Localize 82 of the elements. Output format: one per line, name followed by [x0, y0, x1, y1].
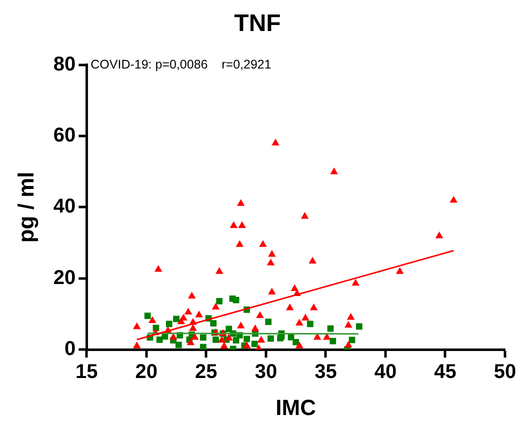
point [220, 342, 228, 349]
point [450, 196, 458, 203]
point [238, 221, 246, 228]
point [300, 212, 309, 219]
point [435, 232, 444, 238]
point [256, 311, 264, 318]
point [268, 288, 276, 295]
point [195, 310, 203, 318]
point [330, 338, 336, 344]
y-tick-label: 80 [53, 53, 76, 76]
point [132, 342, 141, 348]
annotation: COVID-19: p=0,0086 r=0,2921 [90, 58, 272, 72]
point [236, 240, 244, 247]
point [215, 267, 224, 274]
point [292, 338, 300, 346]
x-axis-title: IMC [276, 394, 316, 420]
point [290, 284, 299, 291]
point [327, 325, 334, 332]
point [156, 336, 163, 343]
point [132, 322, 141, 330]
point [210, 320, 217, 326]
point [272, 138, 280, 146]
x-tick-label: 20 [135, 361, 158, 384]
point [218, 336, 226, 343]
x-tick-label: 40 [374, 361, 397, 384]
point [189, 324, 197, 331]
y-tick-label: 40 [53, 196, 76, 218]
point [344, 340, 352, 348]
point [296, 342, 304, 348]
point [251, 340, 258, 348]
point [200, 344, 206, 350]
point [188, 292, 196, 298]
x-tick-label: 30 [254, 361, 278, 384]
point [308, 256, 316, 264]
point [177, 317, 185, 324]
y-axis-title: pg / ml [13, 172, 38, 243]
point [352, 278, 360, 286]
point [184, 308, 192, 314]
point [330, 167, 338, 174]
point [186, 338, 195, 346]
point [154, 265, 162, 272]
point [268, 335, 274, 342]
point [346, 313, 355, 320]
point [296, 318, 304, 326]
y-tick-label: 20 [53, 266, 76, 289]
point [230, 221, 238, 228]
x-tick-label: 45 [434, 361, 456, 384]
point [200, 334, 206, 341]
point [396, 267, 404, 274]
x-tick-label: 15 [76, 361, 98, 384]
point [242, 342, 251, 348]
point [173, 316, 180, 322]
chart-title: TNF [234, 10, 281, 38]
point [144, 312, 151, 319]
point [257, 336, 266, 343]
point [259, 240, 267, 247]
point [356, 323, 362, 330]
point [344, 320, 352, 328]
x-tick-label: 25 [195, 361, 218, 384]
point [148, 316, 156, 324]
point [251, 324, 260, 332]
point [306, 320, 314, 328]
y-tick-label: 60 [53, 124, 76, 147]
point [244, 336, 250, 342]
point [266, 258, 275, 266]
point [224, 334, 233, 340]
point [286, 303, 294, 310]
point [216, 298, 223, 304]
point [232, 296, 240, 304]
point [166, 320, 172, 328]
point [236, 199, 245, 206]
point [301, 314, 310, 321]
point [310, 303, 318, 310]
point [268, 250, 276, 257]
point [212, 336, 219, 343]
point [212, 302, 220, 310]
point [265, 318, 272, 326]
point [236, 322, 245, 328]
x-tick-label: 50 [494, 361, 516, 384]
point [176, 342, 182, 348]
x-tick-label: 35 [314, 361, 337, 384]
y-tick-label: 0 [64, 338, 76, 360]
